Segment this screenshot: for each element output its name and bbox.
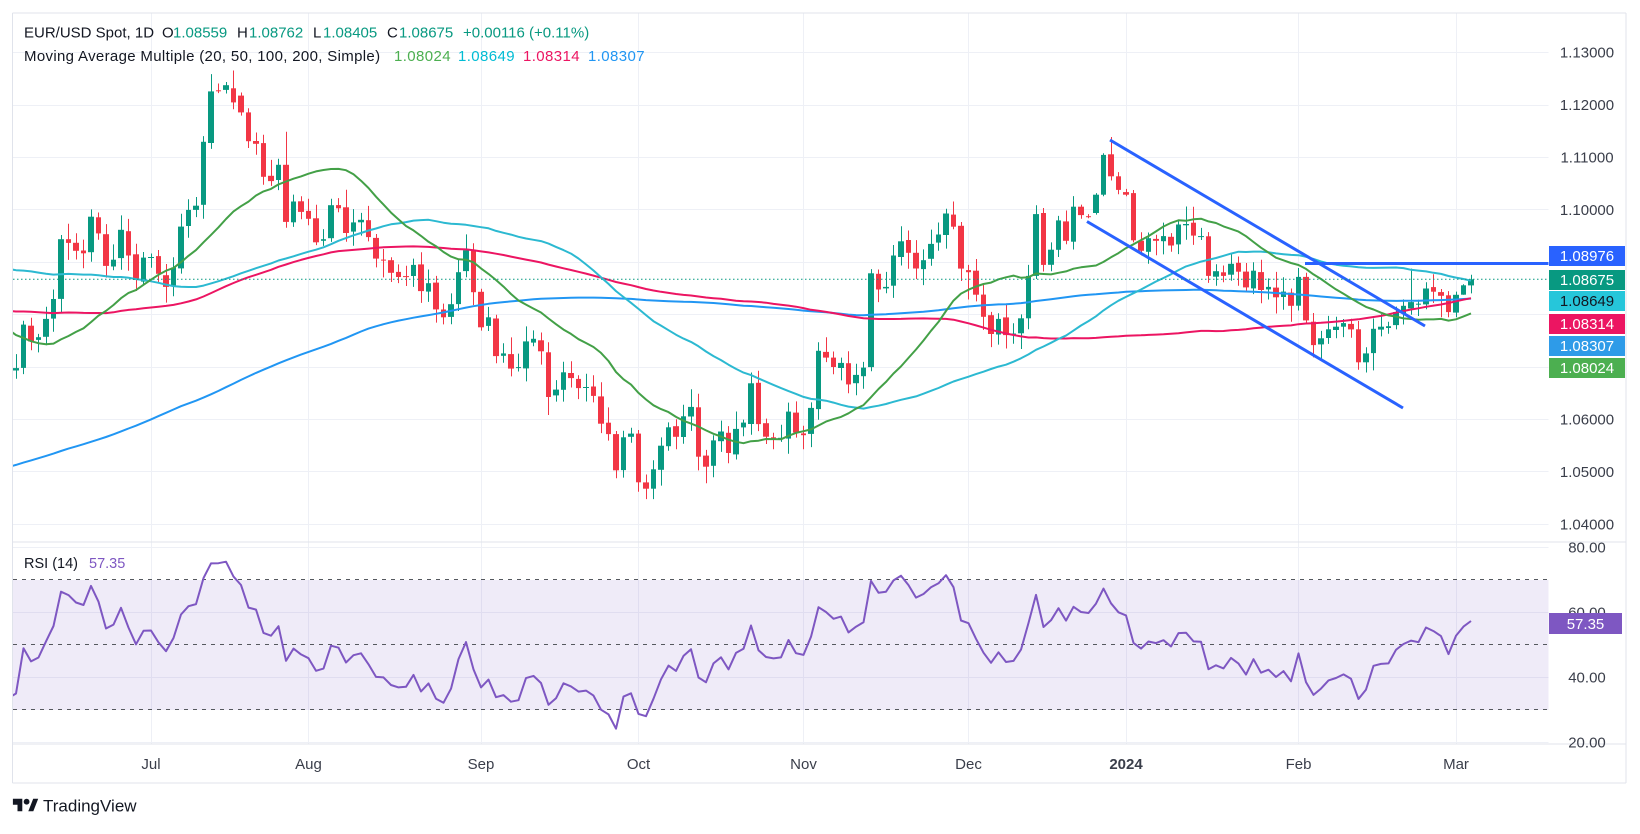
svg-text:Mar: Mar	[1443, 756, 1469, 773]
svg-text:Feb: Feb	[1286, 756, 1312, 773]
svg-text:1.11000: 1.11000	[1560, 150, 1613, 167]
svg-text:57.35: 57.35	[1567, 616, 1605, 633]
svg-text:Jul: Jul	[141, 756, 160, 773]
svg-text:80.00: 80.00	[1568, 540, 1606, 557]
svg-text:Sep: Sep	[468, 756, 495, 773]
svg-text:Nov: Nov	[790, 756, 817, 773]
svg-text:1.08976: 1.08976	[1560, 248, 1614, 265]
svg-text:1.08307: 1.08307	[1560, 338, 1614, 355]
svg-text:Aug: Aug	[295, 756, 322, 773]
svg-text:1.06000: 1.06000	[1560, 412, 1614, 429]
svg-text:RSI (14)57.35: RSI (14) 57.35	[24, 556, 125, 572]
svg-text:1.13000: 1.13000	[1560, 45, 1614, 62]
svg-text:1.05000: 1.05000	[1560, 464, 1614, 481]
svg-text:1.08649: 1.08649	[1560, 293, 1614, 310]
svg-text:40.00: 40.00	[1568, 670, 1606, 687]
svg-text:1.08314: 1.08314	[1560, 316, 1614, 333]
svg-text:1.08024: 1.08024	[1560, 360, 1614, 377]
svg-text:Moving Average Multiple (20, 5: Moving Average Multiple (20, 50, 100, 20…	[24, 48, 380, 65]
svg-text:20.00: 20.00	[1568, 735, 1606, 752]
svg-text:1.12000: 1.12000	[1560, 97, 1614, 114]
svg-text:1.08675: 1.08675	[1560, 272, 1614, 289]
svg-text:2024: 2024	[1109, 756, 1143, 773]
svg-text:EUR/USD Spot, 1D: EUR/USD Spot, 1D	[24, 25, 154, 42]
svg-text:1.04000: 1.04000	[1560, 516, 1614, 533]
svg-text:Oct: Oct	[627, 756, 651, 773]
svg-text:1.10000: 1.10000	[1560, 202, 1614, 219]
svg-text:TradingView: TradingView	[43, 797, 137, 816]
svg-text:Dec: Dec	[955, 756, 982, 773]
